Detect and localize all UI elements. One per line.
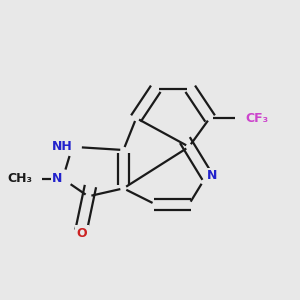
Text: N: N [52,172,63,185]
Text: N: N [207,169,217,182]
Text: O: O [76,227,87,240]
Text: NH: NH [52,140,72,153]
Text: CF₃: CF₃ [245,112,268,124]
Text: CH₃: CH₃ [7,172,32,185]
